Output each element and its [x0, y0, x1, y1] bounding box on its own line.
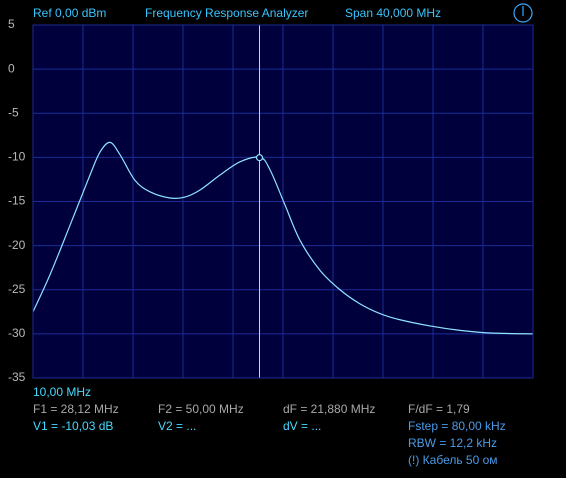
readout: F1 = 28,12 MHz [33, 402, 119, 416]
menu-icon[interactable] [513, 3, 533, 23]
y-tick-label: -20 [8, 238, 26, 252]
y-tick-label: 5 [8, 17, 15, 31]
x-tick-label: 10,00 MHz [33, 385, 91, 399]
readout: V1 = -10,03 dB [33, 419, 113, 433]
response-line [32, 141, 534, 335]
y-tick-label: -25 [8, 282, 26, 296]
cursor-marker [255, 154, 264, 162]
y-tick-label: 0 [8, 61, 15, 75]
y-tick-label: -15 [8, 194, 26, 208]
y-tick-label: -35 [8, 370, 26, 384]
y-tick-label: -10 [8, 150, 26, 164]
chart-title: Frequency Response Analyzer [145, 6, 308, 20]
y-tick-label: -5 [8, 105, 19, 119]
ref-level: Ref 0,00 dBm [33, 6, 106, 20]
y-tick-label: -30 [8, 326, 26, 340]
readout: F/dF = 1,79 [408, 402, 470, 416]
readout: V2 = ... [158, 419, 196, 433]
readout: (!) Кабель 50 ом [408, 453, 498, 467]
readout: F2 = 50,00 MHz [158, 402, 244, 416]
readout: RBW = 12,2 kHz [408, 436, 497, 450]
span: Span 40,000 MHz [345, 6, 441, 20]
readout: dF = 21,880 MHz [283, 402, 375, 416]
icon-circle[interactable] [513, 3, 533, 23]
readout: Fstep = 80,00 kHz [408, 419, 506, 433]
readout: dV = ... [283, 419, 321, 433]
plot-border [32, 24, 534, 379]
